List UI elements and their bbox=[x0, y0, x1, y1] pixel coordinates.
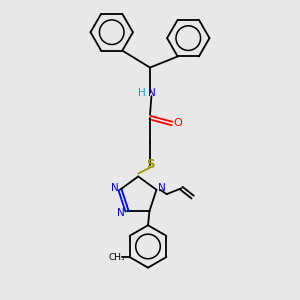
Text: N: N bbox=[111, 183, 119, 193]
Text: O: O bbox=[173, 118, 182, 128]
Text: N: N bbox=[117, 208, 125, 218]
Text: N: N bbox=[148, 88, 155, 98]
Text: CH₃: CH₃ bbox=[109, 253, 126, 262]
Text: N: N bbox=[158, 183, 165, 193]
Text: S: S bbox=[146, 158, 154, 171]
Text: H: H bbox=[138, 88, 146, 98]
